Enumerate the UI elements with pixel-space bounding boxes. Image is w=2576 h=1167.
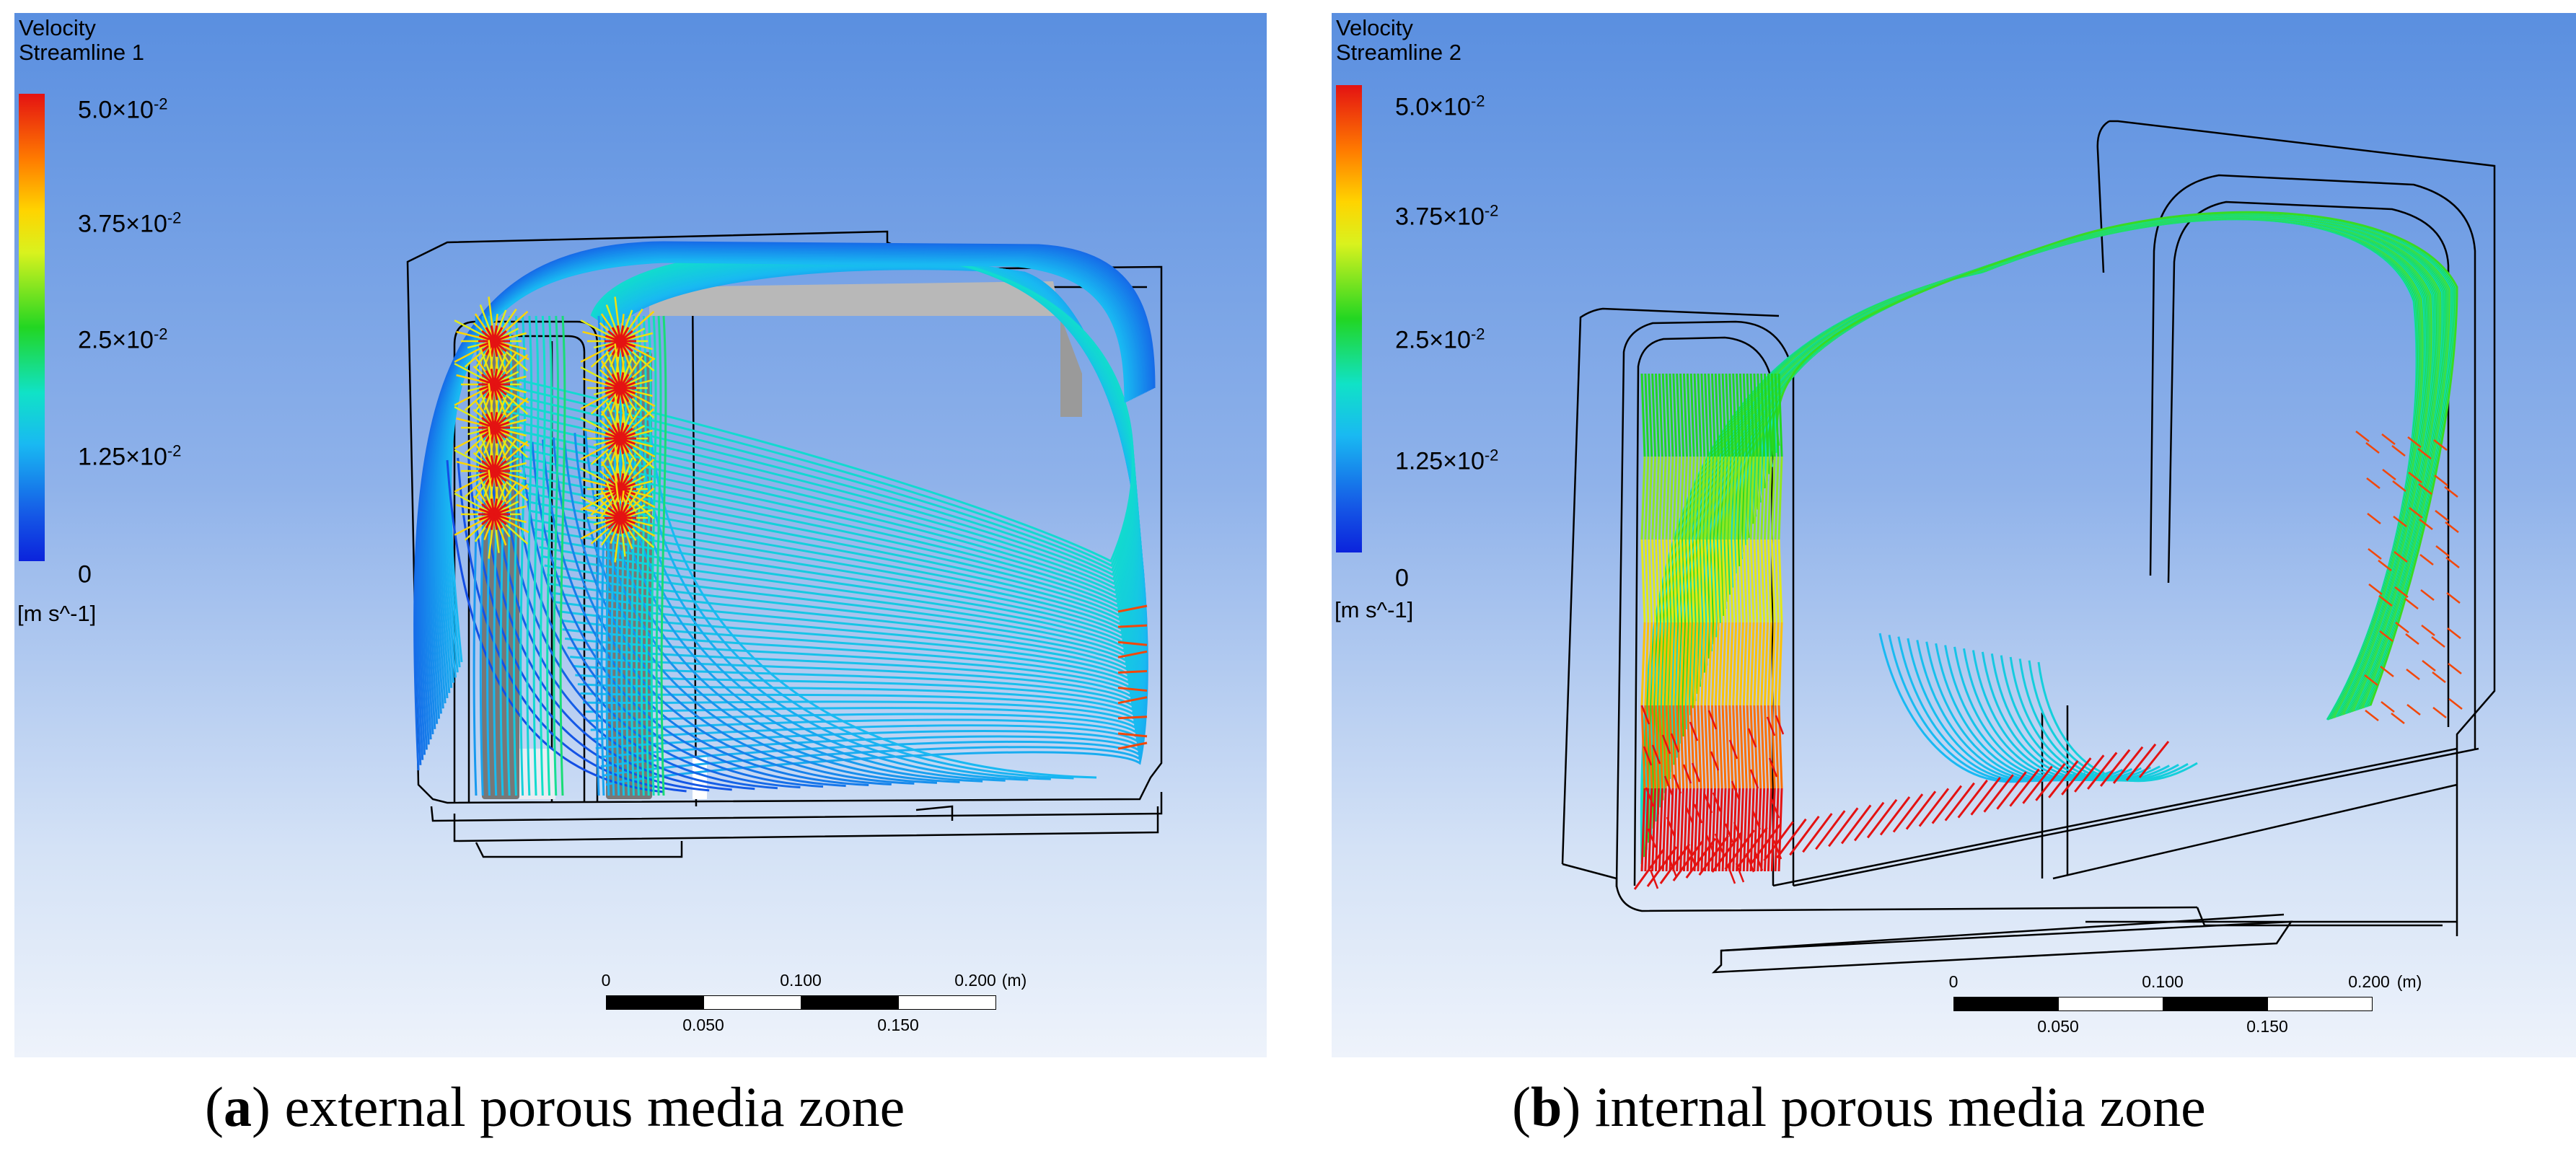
scale-label: 0.150 <box>2246 1017 2288 1036</box>
scale-segment <box>1953 997 2059 1011</box>
scale-segment <box>606 995 704 1010</box>
streamline-render-a <box>406 230 1163 858</box>
legend-unit: [m s^-1] <box>17 601 97 626</box>
legend-tick: 2.5×10-2 <box>1395 325 1485 354</box>
legend-tick: 0 <box>78 560 92 589</box>
scale-segment <box>2163 997 2268 1011</box>
scale-label: 0 <box>601 971 611 990</box>
legend-tick: 5.0×10-2 <box>78 94 168 124</box>
caption-b: (b) internal porous media zone <box>1512 1075 2206 1138</box>
scale-label: 0.100 <box>780 971 822 990</box>
scale-segment <box>2267 997 2373 1011</box>
scale-segment <box>2058 997 2163 1011</box>
scale-bar-a: 0 0.100 0.200 (m) 0.050 0.150 <box>590 971 1027 1057</box>
legend-tick: 3.75×10-2 <box>1395 201 1499 231</box>
scale-label: 0.100 <box>2142 972 2184 991</box>
streamlines-a <box>413 241 1156 796</box>
legend-quantity: Velocity <box>1336 15 1413 40</box>
velocity-hotspots-b <box>1633 431 2463 890</box>
scale-unit: (m) <box>1001 971 1027 990</box>
velocity-hotspots-a <box>454 296 656 563</box>
caption-letter: a <box>223 1075 252 1138</box>
legend-title-b: Velocity Streamline 2 <box>1336 16 1461 65</box>
scale-label: 0.150 <box>877 1016 919 1034</box>
legend-tick: 1.25×10-2 <box>1395 446 1499 475</box>
scale-label: 0.050 <box>2037 1017 2079 1036</box>
panel-b-internal-porous: Velocity Streamline 2 5.0×10-2 3.75×10-2… <box>1332 13 2576 1057</box>
caption-a: (a) external porous media zone <box>205 1075 905 1138</box>
scale-label: 0 <box>1948 972 1959 991</box>
legend-tick: 2.5×10-2 <box>78 325 168 354</box>
legend-tick: 5.0×10-2 <box>1395 92 1485 121</box>
scale-label: 0.200 <box>2348 972 2390 991</box>
colorbar-a <box>19 94 45 561</box>
scale-segment <box>898 995 996 1010</box>
caption-text: external porous media zone <box>270 1075 905 1138</box>
streamline-render-b <box>1561 120 2496 974</box>
scale-segment <box>703 995 801 1010</box>
scale-label: 0.050 <box>682 1016 724 1034</box>
legend-quantity: Velocity <box>19 15 96 40</box>
legend-unit: [m s^-1] <box>1335 597 1414 622</box>
panel-a-external-porous: Velocity Streamline 1 5.0×10-2 3.75×10-2… <box>14 13 1267 1057</box>
scale-bar-b: 0 0.100 0.200 (m) 0.050 0.150 <box>1939 972 2422 1057</box>
colorbar-b <box>1336 85 1362 552</box>
caption-text: internal porous media zone <box>1581 1075 2206 1138</box>
legend-tick: 1.25×10-2 <box>78 441 182 471</box>
caption-letter: b <box>1530 1075 1562 1138</box>
legend-object: Streamline 1 <box>19 40 145 65</box>
legend-title-a: Velocity Streamline 1 <box>19 16 144 65</box>
legend-tick: 0 <box>1395 564 1409 592</box>
scale-segment <box>801 995 899 1010</box>
scale-unit: (m) <box>2396 972 2422 991</box>
legend-tick: 3.75×10-2 <box>78 208 182 238</box>
legend-object: Streamline 2 <box>1336 40 1462 65</box>
scale-label: 0.200 <box>954 971 996 990</box>
streamlines-b <box>1640 211 2458 872</box>
